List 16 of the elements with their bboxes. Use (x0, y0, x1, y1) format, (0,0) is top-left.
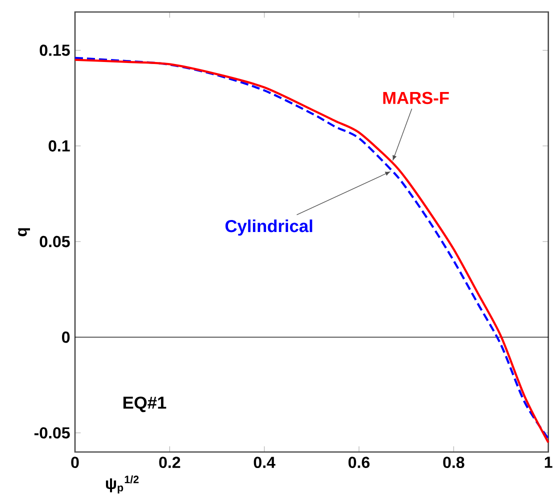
x-tick-label: 0.4 (254, 456, 276, 468)
y-tick-label: -0.05 (34, 427, 70, 439)
x-tick-label: 0.6 (348, 456, 370, 468)
x-tick-label: 1 (544, 456, 552, 468)
x-tick-label: 0.2 (159, 456, 180, 468)
text: MARS-F (383, 92, 449, 104)
y-tick-label: 0.1 (48, 140, 70, 152)
text: Cylindrical (225, 219, 312, 236)
x-tick-label: 0.8 (443, 456, 464, 468)
y-tick-label: 0 (62, 332, 70, 343)
y-tick-label: 0.05 (40, 236, 70, 248)
x-axis-title: ψ$_{p}$1/2 (106, 475, 139, 494)
y-axis-title: q (18, 228, 30, 236)
y-tick-label: 0.15 (40, 44, 70, 56)
x-tick-label: 0 (71, 456, 79, 468)
annotation: EQ#1 (123, 396, 166, 412)
